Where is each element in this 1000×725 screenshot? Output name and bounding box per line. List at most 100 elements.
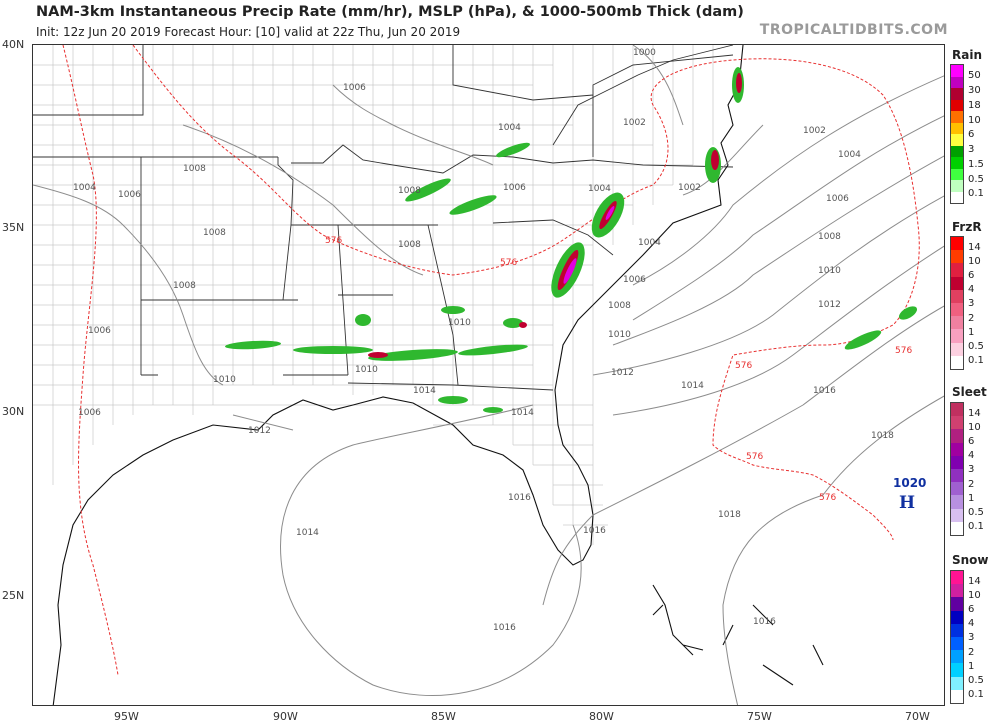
- legend-swatch: [951, 302, 963, 317]
- map-subtitle: Init: 12z Jun 20 2019 Forecast Hour: [10…: [36, 25, 461, 39]
- svg-text:1006: 1006: [118, 190, 141, 200]
- coastline: [52, 45, 824, 705]
- legend-swatch: [951, 237, 963, 251]
- legend-tick-label: 2: [968, 646, 975, 658]
- svg-text:1014: 1014: [413, 386, 436, 396]
- thickness-labels: 576 576 576 576 576 576: [325, 236, 912, 503]
- lat-label-40n: 40N: [2, 38, 25, 51]
- legend-tick-label: 0.1: [968, 188, 984, 200]
- legend-tick-label: 4: [968, 284, 975, 296]
- legend-swatch: [951, 342, 963, 356]
- svg-text:1004: 1004: [588, 184, 611, 194]
- legend-swatch: [951, 316, 963, 330]
- svg-text:576: 576: [500, 258, 517, 268]
- weather-map[interactable]: 1000 1002 1002 1002 1006 1004 1004 1004 …: [32, 44, 945, 706]
- svg-text:1018: 1018: [718, 510, 741, 520]
- legend-swatch: [951, 610, 963, 624]
- svg-text:1010: 1010: [818, 266, 841, 276]
- brand-watermark: TROPICALTIDBITS.COM: [759, 22, 948, 38]
- svg-text:1004: 1004: [73, 183, 96, 193]
- svg-text:1016: 1016: [508, 493, 531, 503]
- legend-swatch: [951, 191, 963, 203]
- legend-tick-label: 0.5: [968, 506, 984, 518]
- svg-text:576: 576: [735, 361, 752, 371]
- legend-swatch: [951, 455, 963, 469]
- legend-tick-label: 14: [968, 408, 981, 420]
- svg-text:1008: 1008: [818, 232, 841, 242]
- svg-text:1010: 1010: [448, 318, 471, 328]
- legend-swatch: [951, 122, 963, 134]
- svg-text:1004: 1004: [498, 123, 521, 133]
- legend-swatch: [951, 355, 963, 369]
- legend-swatch: [951, 416, 963, 430]
- legend-bar-frzr: [950, 236, 964, 370]
- legend-tick-label: 2: [968, 312, 975, 324]
- legend-swatch: [951, 276, 963, 290]
- legend-swatch: [951, 99, 963, 111]
- legend-tick-label: 3: [968, 464, 975, 476]
- legend-tick-label: 2: [968, 478, 975, 490]
- legend-swatch: [951, 623, 963, 637]
- high-pressure-center: 1020 H: [893, 476, 926, 513]
- thickness-contours: [62, 45, 920, 676]
- svg-text:1008: 1008: [608, 301, 631, 311]
- legend-swatch: [951, 429, 963, 443]
- svg-text:1008: 1008: [183, 164, 206, 174]
- map-title: NAM-3km Instantaneous Precip Rate (mm/hr…: [36, 4, 744, 20]
- legend-swatch: [951, 145, 963, 157]
- legend-tick-label: 10: [968, 422, 981, 434]
- lon-label-95w: 95W: [114, 710, 139, 723]
- legend-swatch: [951, 597, 963, 611]
- svg-text:1002: 1002: [623, 118, 646, 128]
- state-borders: [33, 45, 734, 391]
- svg-text:1008: 1008: [203, 228, 226, 238]
- svg-text:1008: 1008: [398, 186, 421, 196]
- lat-label-35n: 35N: [2, 221, 25, 234]
- svg-text:1012: 1012: [818, 300, 841, 310]
- lon-label-90w: 90W: [273, 710, 298, 723]
- svg-text:576: 576: [325, 236, 342, 246]
- legend-swatch: [951, 571, 963, 585]
- legend-swatch: [951, 495, 963, 509]
- legend-swatch: [951, 636, 963, 651]
- svg-text:1010: 1010: [608, 330, 631, 340]
- isobar-labels: 1000 1002 1002 1002 1006 1004 1004 1004 …: [73, 48, 894, 633]
- legend-tick-label: 0.1: [968, 354, 984, 366]
- precip-cells: [225, 67, 918, 413]
- lat-label-25n: 25N: [2, 589, 25, 602]
- svg-text:1006: 1006: [343, 83, 366, 93]
- legend-bar-snow: [950, 570, 964, 704]
- legend-bar-sleet: [950, 402, 964, 536]
- lon-label-85w: 85W: [431, 710, 456, 723]
- svg-text:1002: 1002: [678, 183, 701, 193]
- legend-swatch: [951, 289, 963, 303]
- svg-text:1012: 1012: [248, 426, 271, 436]
- legend-swatch: [951, 403, 963, 417]
- legend-tick-label: 6: [968, 436, 975, 448]
- legend-tick-label: 14: [968, 242, 981, 254]
- legend-tick-label: 30: [968, 85, 981, 97]
- svg-text:1012: 1012: [611, 368, 634, 378]
- legend-tick-label: 4: [968, 450, 975, 462]
- legend-swatch: [951, 521, 963, 535]
- legend-title-frzr: FrzR: [952, 220, 982, 234]
- svg-text:1016: 1016: [753, 617, 776, 627]
- lon-label-75w: 75W: [747, 710, 772, 723]
- legend-swatch: [951, 134, 963, 146]
- legend-tick-label: 0.1: [968, 688, 984, 700]
- legend-tick-label: 10: [968, 590, 981, 602]
- legend-tick-label: 10: [968, 256, 981, 268]
- svg-text:1020: 1020: [893, 476, 926, 490]
- legend-bar-rain: [950, 64, 964, 204]
- legend-tick-label: 1: [968, 492, 975, 504]
- svg-text:1016: 1016: [813, 386, 836, 396]
- legend-swatch: [951, 250, 963, 264]
- legend-title-rain: Rain: [952, 48, 982, 62]
- legend-swatch: [951, 508, 963, 522]
- legend-tick-label: 3: [968, 632, 975, 644]
- svg-text:1004: 1004: [838, 150, 861, 160]
- legend-tick-label: 0.5: [968, 674, 984, 686]
- legend-tick-label: 6: [968, 604, 975, 616]
- legend-tick-label: 4: [968, 618, 975, 630]
- svg-text:1006: 1006: [78, 408, 101, 418]
